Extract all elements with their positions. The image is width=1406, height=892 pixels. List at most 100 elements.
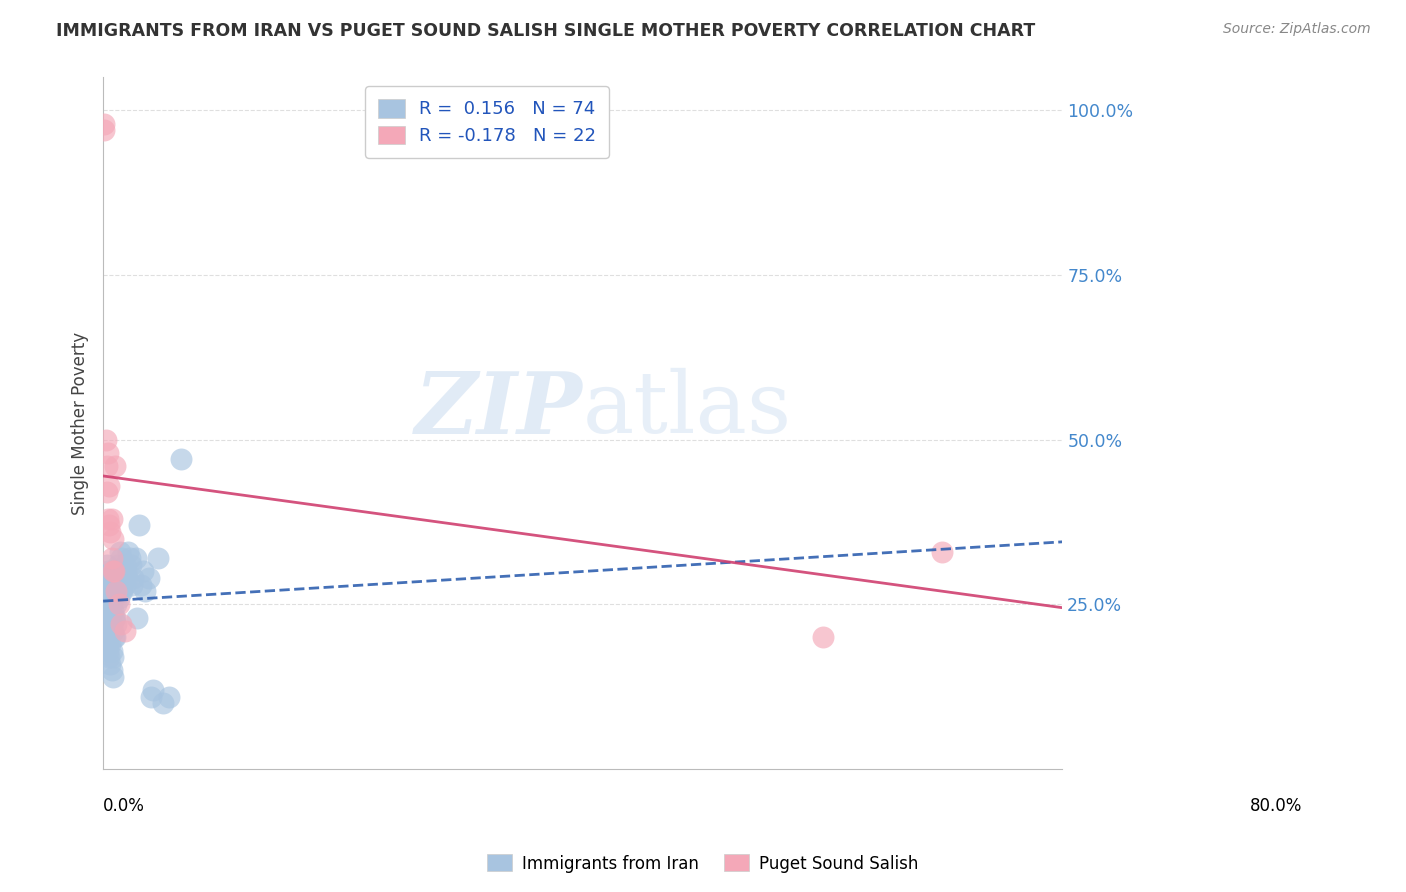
Point [100,663,122,677]
Text: ZIP: ZIP [415,368,582,451]
Point [110,584,132,599]
Text: Source: ZipAtlas.com: Source: ZipAtlas.com [1223,22,1371,37]
Point [94,584,117,599]
Point [811,631,834,645]
Point [108,545,131,559]
Point [103,591,125,605]
Point [105,584,128,599]
Point [101,532,124,546]
Point [134,584,156,599]
Point [93,117,115,131]
Point [110,551,132,566]
Point [124,551,146,566]
Point [111,584,134,599]
Point [103,610,125,624]
Point [94,604,117,618]
Point [101,565,124,579]
Point [107,584,129,599]
Point [115,565,138,579]
Point [98,524,121,539]
Legend: R =  0.156   N = 74, R = -0.178   N = 22: R = 0.156 N = 74, R = -0.178 N = 22 [366,87,609,158]
Text: IMMIGRANTS FROM IRAN VS PUGET SOUND SALISH SINGLE MOTHER POVERTY CORRELATION CHA: IMMIGRANTS FROM IRAN VS PUGET SOUND SALI… [56,22,1035,40]
Point [101,604,124,618]
Point [120,558,142,572]
Point [97,643,120,657]
Point [100,617,122,632]
Point [128,518,150,533]
Point [117,545,139,559]
Y-axis label: Single Mother Poverty: Single Mother Poverty [72,332,89,515]
Point [98,571,121,585]
Point [97,584,120,599]
Point [107,591,129,605]
Point [118,551,141,566]
Point [115,571,138,585]
Point [108,577,131,591]
Point [125,610,148,624]
Point [100,598,122,612]
Legend: Immigrants from Iran, Puget Sound Salish: Immigrants from Iran, Puget Sound Salish [481,847,925,880]
Point [93,123,115,137]
Point [100,643,122,657]
Point [931,545,953,559]
Point [97,604,120,618]
Point [101,624,124,638]
Point [100,551,122,566]
Point [97,512,120,526]
Point [96,558,118,572]
Point [103,565,125,579]
Point [98,610,121,624]
Point [104,610,127,624]
Point [98,598,121,612]
Point [94,617,117,632]
Point [105,571,128,585]
Point [96,459,118,474]
Point [96,584,118,599]
Text: 0.0%: 0.0% [103,797,145,814]
Point [105,598,128,612]
Point [114,577,136,591]
Point [107,558,129,572]
Point [96,571,118,585]
Point [107,598,129,612]
Point [97,565,120,579]
Point [101,670,124,684]
Point [98,631,121,645]
Point [97,446,120,460]
Point [131,577,153,591]
Point [96,624,118,638]
Point [103,631,125,645]
Point [121,577,143,591]
Point [112,571,135,585]
Point [100,512,122,526]
Point [110,617,132,632]
Point [98,577,121,591]
Text: 80.0%: 80.0% [1250,797,1302,814]
Point [96,604,118,618]
Point [104,631,127,645]
Point [98,518,121,533]
Point [152,696,174,710]
Point [131,565,153,579]
Point [139,690,162,704]
Point [98,650,121,665]
Point [101,650,124,665]
Point [157,690,180,704]
Point [170,452,193,467]
Point [114,558,136,572]
Point [94,433,117,447]
Point [104,459,127,474]
Point [97,624,120,638]
Point [98,637,121,651]
Point [98,657,121,671]
Text: atlas: atlas [582,368,792,451]
Point [148,551,170,566]
Point [105,617,128,632]
Point [98,617,121,632]
Point [122,571,145,585]
Point [142,683,165,698]
Point [104,584,127,599]
Point [98,479,121,493]
Point [96,485,118,500]
Point [107,565,129,579]
